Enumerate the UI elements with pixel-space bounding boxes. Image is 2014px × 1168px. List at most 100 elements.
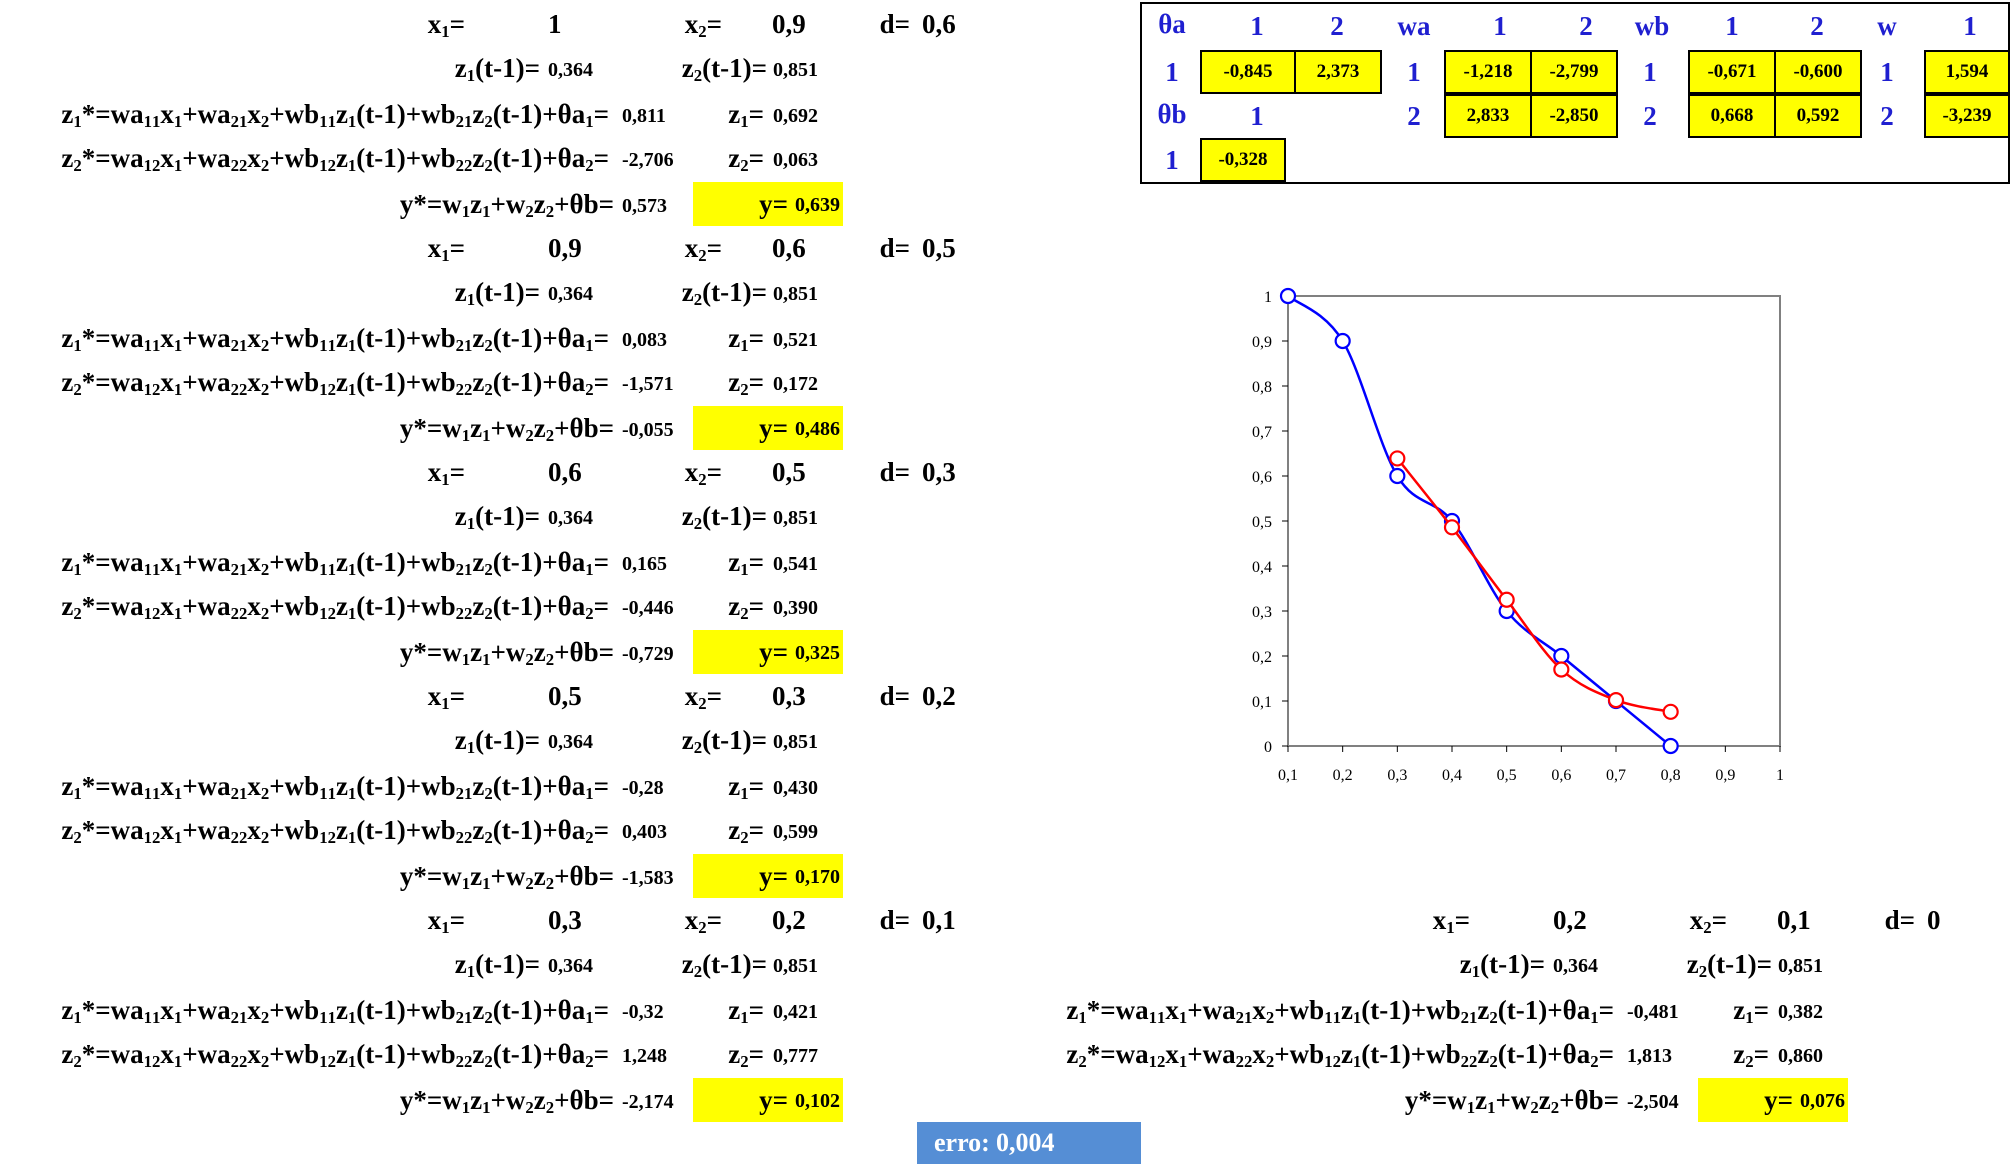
- calc-block: x1= 0,9 x2= 0,6 d= 0,5 z1(t-1)= 0,364 z2(t-1)= 0,…: [0, 228, 1000, 453]
- d-value: 0: [1927, 905, 1941, 935]
- output-point: [1553, 661, 1570, 678]
- z1-value: 0,382: [1778, 1001, 1823, 1023]
- desired-series-line: [1287, 294, 1672, 747]
- y-star-formula: y*=w1z1+w2z2+θb=: [1404, 1085, 1619, 1118]
- z2-prev-value: 0,851: [1778, 955, 1823, 977]
- z2-prev-label: z2(t-1)=: [681, 725, 767, 758]
- calc-block: x1= 0,2 x2= 0,1 d= 0 z1(t-1)= 0,364 z2(t-1)= 0,85…: [1005, 900, 2005, 1125]
- y-tick-label: 0,4: [1252, 559, 1272, 576]
- theta-a-2-cell[interactable]: 2,373: [1294, 50, 1382, 94]
- x1-label: x1=: [1432, 905, 1470, 938]
- z2-star-value: -2,706: [622, 149, 674, 171]
- y-output-box: y= 0,170: [693, 854, 843, 898]
- z2-label: z2=: [728, 143, 764, 176]
- y-star-value: -0,055: [622, 419, 674, 441]
- wa-21-cell[interactable]: 2,833: [1444, 94, 1532, 138]
- x-tick-label: 0,9: [1715, 767, 1735, 784]
- y-tick-label: 0,8: [1252, 379, 1272, 396]
- z1-label: z1=: [728, 99, 764, 132]
- wa-12-cell[interactable]: -2,799: [1530, 50, 1618, 94]
- wb-12-cell[interactable]: -0,600: [1774, 50, 1862, 94]
- x1-value: 1: [548, 9, 562, 39]
- y-tick-label: 0,6: [1252, 469, 1272, 486]
- z1-prev-label: z1(t-1)=: [454, 277, 540, 310]
- y-output-box: y= 0,639: [693, 182, 843, 226]
- output-point: [1607, 692, 1625, 709]
- y-star-value: -2,174: [622, 1091, 674, 1113]
- calc-block: x1= 0,6 x2= 0,5 d= 0,3 z1(t-1)= 0,364 z2(t-1)= 0,…: [0, 452, 1000, 677]
- y-star-value: -0,729: [622, 643, 674, 665]
- d-value: 0,1: [922, 905, 956, 935]
- d-value: 0,5: [922, 233, 956, 263]
- z2-star-value: 0,403: [622, 821, 667, 843]
- z1-prev-label: z1(t-1)=: [454, 949, 540, 982]
- y-value: 0,639: [795, 194, 840, 216]
- y-tick-label: 0,3: [1252, 604, 1272, 621]
- calc-block: x1= 0,3 x2= 0,2 d= 0,1 z1(t-1)= 0,364 z2(t-1)= 0,…: [0, 900, 1000, 1125]
- x2-label: x2=: [684, 681, 722, 714]
- wb-col2: 2: [1810, 11, 1824, 41]
- x2-label: x2=: [684, 905, 722, 938]
- wb-21-cell[interactable]: 0,668: [1688, 94, 1776, 138]
- wb-22-cell[interactable]: 0,592: [1774, 94, 1862, 138]
- theta-b-1-cell[interactable]: -0,328: [1200, 138, 1286, 182]
- y-label: y=: [759, 861, 788, 891]
- x-tick-label: 0,6: [1551, 767, 1571, 784]
- x1-label: x1=: [427, 905, 465, 938]
- z1-star-value: 0,811: [622, 105, 666, 127]
- x-tick-label: 1: [1776, 767, 1784, 784]
- z2-star-value: 1,248: [622, 1045, 667, 1067]
- y-output-box: y= 0,076: [1698, 1078, 1848, 1122]
- y-tick-label: 0,2: [1252, 649, 1272, 666]
- d-value: 0,3: [922, 457, 956, 487]
- x1-value: 0,9: [548, 233, 582, 263]
- desired-point: [1389, 467, 1406, 485]
- z1-label: z1=: [728, 323, 764, 356]
- z2-star-value: -0,446: [622, 597, 674, 619]
- y-output-box: y= 0,486: [693, 406, 843, 450]
- w-header: w: [1877, 11, 1897, 41]
- desired-point: [1662, 737, 1679, 755]
- wa-col1: 1: [1493, 11, 1507, 41]
- theta-a-col1: 1: [1250, 11, 1264, 41]
- z2-star-formula: z2*=wa12x1+wa22x2+wb12z1(t-1)+wb22z2(t-1…: [61, 591, 609, 624]
- z1-star-value: -0,481: [1627, 1001, 1679, 1023]
- x1-value: 0,6: [548, 457, 582, 487]
- y-value: 0,170: [795, 866, 840, 888]
- w-2-cell[interactable]: -3,239: [1924, 94, 2010, 138]
- z1-label: z1=: [1733, 995, 1769, 1028]
- z1-value: 0,541: [773, 553, 818, 575]
- output-series-line: [1396, 457, 1671, 714]
- z2-star-formula: z2*=wa12x1+wa22x2+wb12z1(t-1)+wb22z2(t-1…: [61, 367, 609, 400]
- theta-a-1-cell[interactable]: -0,845: [1200, 50, 1296, 94]
- y-tick-label: 0,5: [1252, 514, 1272, 531]
- wa-11-cell[interactable]: -1,218: [1444, 50, 1532, 94]
- x1-value: 0,2: [1553, 905, 1587, 935]
- d-label: d=: [879, 233, 910, 263]
- z1-prev-value: 0,364: [548, 731, 593, 753]
- x1-value: 0,3: [548, 905, 582, 935]
- z2-value: 0,777: [773, 1045, 818, 1067]
- desired-point: [1553, 647, 1570, 665]
- desired-point: [1334, 332, 1351, 350]
- x2-value: 0,9: [772, 9, 806, 39]
- theta-a-col2: 2: [1330, 11, 1344, 41]
- y-value: 0,076: [1800, 1090, 1845, 1112]
- d-label: d=: [879, 457, 910, 487]
- output-point: [1443, 519, 1461, 536]
- wa-22-cell[interactable]: -2,850: [1530, 94, 1618, 138]
- z2-prev-label: z2(t-1)=: [681, 53, 767, 86]
- z2-value: 0,860: [1778, 1045, 1823, 1067]
- z1-star-formula: z1*=wa11x1+wa21x2+wb11z1(t-1)+wb21z2(t-1…: [61, 547, 609, 580]
- x1-label: x1=: [427, 457, 465, 490]
- z1-prev-value: 0,364: [548, 59, 593, 81]
- w-1-cell[interactable]: 1,594: [1924, 50, 2010, 94]
- wa-row1: 1: [1407, 57, 1421, 87]
- error-label: erro:: [934, 1128, 990, 1157]
- x2-value: 0,5: [772, 457, 806, 487]
- wb-11-cell[interactable]: -0,671: [1688, 50, 1776, 94]
- desired-point: [1279, 287, 1297, 305]
- y-label: y=: [759, 413, 788, 443]
- wb-header: wb: [1634, 11, 1670, 41]
- plot-area: [1287, 295, 1781, 747]
